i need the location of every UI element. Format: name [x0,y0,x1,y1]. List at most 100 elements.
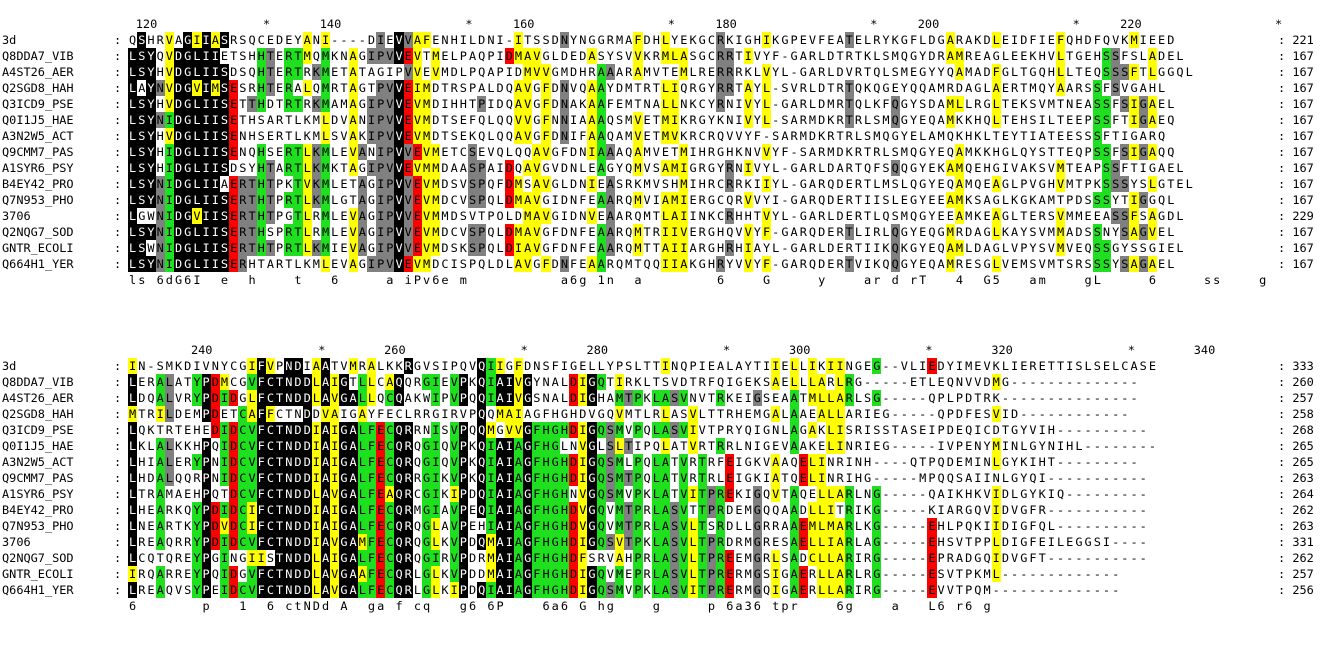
residue: Q [377,391,385,405]
residue: Y [192,550,202,566]
sequence-name[interactable]: Q8DDA7_VIB [2,49,74,63]
residue: K [818,129,826,143]
sequence-name[interactable]: Q2SGD8_HAH [2,407,74,421]
residue: A [174,375,183,389]
sequence-name[interactable]: A4ST26_AER [2,65,74,79]
residue: R [423,407,431,421]
residue: E [376,422,386,438]
residue: D [432,129,440,143]
residue: N [726,97,734,111]
residue: F [256,438,266,454]
sequence-name[interactable]: A1SYR6_PSY [2,487,74,501]
sequence-name[interactable]: A1SYR6_PSY [2,161,74,175]
sequence-name[interactable]: 3706 [2,209,31,223]
residue: D [818,257,826,271]
residue: N [284,534,294,550]
residue: G [689,161,697,175]
residue: A [789,534,799,550]
residue: Q [983,551,991,565]
sequence-name[interactable]: 3d [2,359,17,373]
residue: S [1075,359,1083,373]
consensus-char [440,598,449,614]
sequence-name[interactable]: Q664H1_YER [2,257,74,271]
residue: R [147,407,155,421]
residue: M [513,48,524,64]
residue: N [559,256,569,272]
residue: H [1047,177,1055,191]
residue: E [937,145,945,159]
residue: L [688,550,698,566]
consensus-char [385,598,394,614]
residue: H [541,422,551,438]
residue: F [818,33,826,47]
residue: L [302,192,312,208]
residue: E [974,407,982,421]
residue: D [569,502,579,518]
sequence-name[interactable]: B4EY42_PRO [2,503,74,517]
residue: - [1001,583,1009,597]
sequence-name[interactable]: Q9CMM7_PAS [2,471,74,485]
sequence-name[interactable]: GNTR_ECOLI [2,241,74,255]
residue: I [247,518,257,534]
consensus-char [505,272,514,288]
residue: V [532,240,542,256]
residue: - [1102,439,1111,453]
residue: G [1001,145,1009,159]
residue: E [928,193,936,207]
sequence-name[interactable]: Q8DDA7_VIB [2,375,74,389]
sequence-name[interactable]: Q2SGD8_HAH [2,81,74,95]
residue: C [265,502,275,518]
residue: S [605,454,615,470]
separator-colon: : [114,177,122,191]
sequence-name[interactable]: GNTR_ECOLI [2,567,74,581]
residue: V [762,455,771,469]
residue: N [559,112,569,128]
sequence-name[interactable]: Q7N953_PHO [2,519,74,533]
residue: R [716,390,726,406]
sequence-name[interactable]: Q2NQG7_SOD [2,551,74,565]
residue: C [441,257,449,271]
sequence-name[interactable]: 3706 [2,535,31,549]
residue: A [495,582,505,598]
residue: H [1093,49,1101,63]
residue: - [1093,423,1101,437]
residue: H [652,33,660,47]
residue: H [698,177,706,191]
residue: G [587,582,597,598]
residue: K [845,145,853,159]
sequence-name[interactable]: Q7N953_PHO [2,193,74,207]
sequence-name[interactable]: A3N2W5_ACT [2,129,74,143]
residue: - [1084,503,1092,517]
residue: E [1038,359,1046,373]
sequence-name[interactable]: Q0I1J5_HAE [2,439,74,453]
residue: P [633,422,643,438]
sequence-name[interactable]: A3N2W5_ACT [2,455,74,469]
residue: D [441,177,449,191]
residue: E [1075,241,1083,255]
residue: - [1102,503,1111,517]
residue: S [1047,209,1055,223]
residue: G [358,257,366,271]
sequence-name[interactable]: B4EY42_PRO [2,177,74,191]
residue: S [1101,64,1112,80]
residue: A [311,358,321,374]
residue: - [147,359,155,373]
residue: A [523,160,533,176]
residue: V [679,582,689,598]
residue: L [320,128,331,144]
sequence-name[interactable]: Q0I1J5_HAE [2,113,74,127]
sequence-name[interactable]: Q2NQG7_SOD [2,225,74,239]
residue: R [845,161,853,175]
residue: R [165,519,173,533]
sequence-name[interactable]: Q3ICD9_PSE [2,423,74,437]
residue: M [614,454,625,470]
sequence-name[interactable]: Q664H1_YER [2,583,74,597]
sequence-name[interactable]: A4ST26_AER [2,391,74,405]
sequence-name[interactable]: 3d [2,33,17,47]
sequence-name[interactable]: Q9CMM7_PAS [2,145,74,159]
residue: - [882,551,890,565]
residue: Y [192,582,202,598]
sequence-name[interactable]: Q3ICD9_PSE [2,97,74,111]
residue: G [422,486,432,502]
